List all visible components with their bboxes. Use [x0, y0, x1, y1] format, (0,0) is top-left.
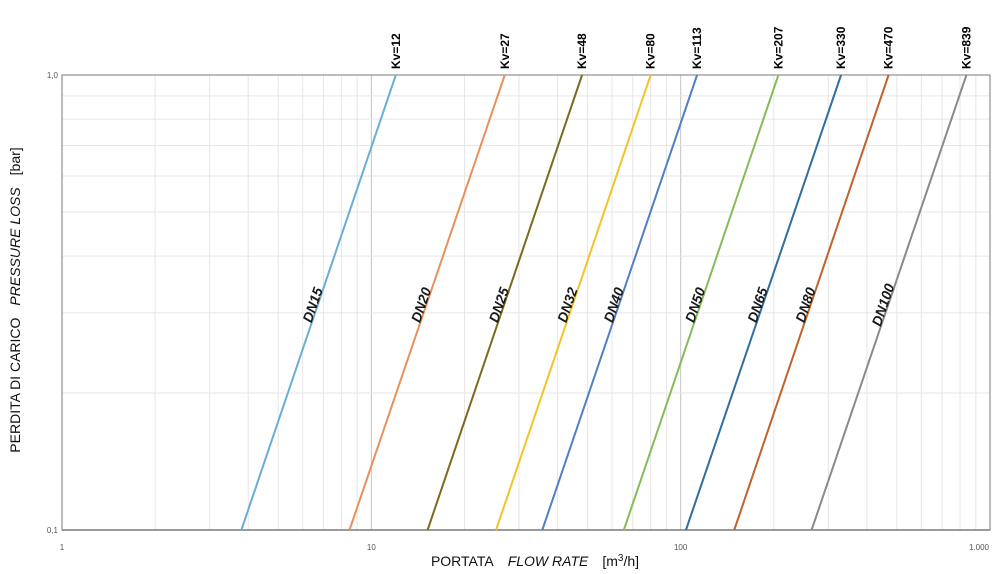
- series-line: [426, 74, 584, 531]
- kv-label: Kv=470: [882, 26, 896, 69]
- series-line: [240, 74, 397, 531]
- x-axis-title: PORTATA FLOW RATE [m3/h]: [431, 553, 639, 569]
- y-axis-title: PERDITA DI CARICO PRESSURE LOSS [bar]: [7, 147, 23, 452]
- x-tick-label: 1.000: [969, 543, 990, 552]
- series-label: DN50: [682, 285, 709, 324]
- kv-label: Kv=27: [498, 33, 512, 69]
- series-line: [810, 74, 968, 531]
- kv-label: Kv=207: [771, 26, 785, 69]
- grid: [62, 75, 990, 531]
- kv-label: Kv=330: [834, 26, 848, 69]
- x-tick-label: 1: [60, 543, 65, 552]
- series-labels: DN15 DN20 DN25 DN32 DN40 DN50 DN65 DN80 DN100: [299, 281, 897, 328]
- y-axis-title-prefix: PERDITA DI CARICO: [7, 317, 23, 452]
- series-line: [348, 74, 506, 531]
- y-tick-label: 0,1: [47, 526, 59, 535]
- series-label: DN40: [600, 285, 627, 324]
- kv-labels: Kv=12 Kv=27 Kv=48 Kv=80 Kv=113 Kv=207 Kv=330 Kv…: [389, 26, 974, 69]
- kv-label: Kv=48: [575, 33, 589, 69]
- plot-frame: [61, 74, 991, 531]
- kv-label: Kv=12: [389, 33, 403, 69]
- x-axis-unit-sup: 3: [618, 553, 624, 564]
- kv-label: Kv=80: [644, 33, 658, 69]
- series-line: [733, 74, 890, 531]
- series-label: DN80: [792, 285, 819, 324]
- y-axis-title-italic: PRESSURE LOSS: [7, 187, 23, 306]
- series-line: [684, 74, 843, 531]
- x-tick-label: 10: [367, 543, 376, 552]
- series-line: [622, 74, 780, 531]
- x-axis-unit-post: /h]: [623, 553, 639, 569]
- series-label: DN100: [868, 281, 897, 328]
- x-axis-unit-pre: [m: [602, 553, 618, 569]
- y-tick-label: 1,0: [47, 71, 59, 80]
- y-axis-unit: [bar]: [7, 147, 23, 175]
- x-axis-title-italic: FLOW RATE: [508, 553, 589, 569]
- series-label: DN25: [485, 285, 512, 324]
- series-label: DN65: [744, 285, 771, 324]
- x-tick-label: 100: [674, 543, 688, 552]
- series-layer: [240, 74, 968, 531]
- kv-label: Kv=113: [690, 27, 704, 69]
- x-axis-title-prefix: PORTATA: [431, 553, 494, 569]
- series-line: [495, 74, 652, 531]
- kv-label: Kv=839: [959, 26, 973, 69]
- series-line: [541, 74, 699, 531]
- series-label: DN20: [408, 285, 435, 324]
- tick-labels: 1 10 100 1.000 0,1 1,0: [47, 71, 990, 552]
